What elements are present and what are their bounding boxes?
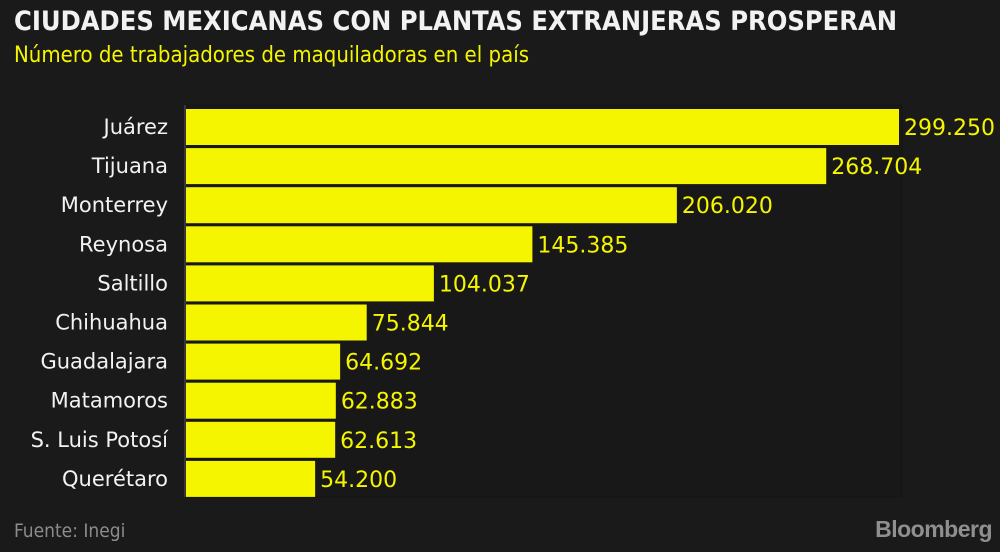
value-label: 62.613 [340,429,417,454]
category-label: Juárez [102,115,169,139]
category-label: Reynosa [79,232,168,256]
bar-0 [186,109,899,145]
chart-title: CIUDADES MEXICANAS CON PLANTAS EXTRANJER… [14,6,898,37]
value-label: 145.385 [537,233,628,258]
bar-5 [186,304,367,341]
bar-8 [186,421,336,458]
category-label: Chihuahua [55,311,168,335]
value-label: 104.037 [439,272,530,297]
value-label: 268.704 [831,155,922,180]
bar-6 [186,343,341,380]
value-label: 299.250 [904,116,995,141]
value-label: 64.692 [345,351,422,376]
bar-4 [186,265,434,302]
value-label: 62.883 [341,390,418,415]
value-label: 75.844 [372,312,449,337]
category-label: Saltillo [97,271,168,295]
bar-3 [186,226,533,263]
value-label: 54.200 [320,468,397,493]
category-label: Monterrey [61,193,168,217]
category-label: Tijuana [91,154,168,178]
bar-9 [186,460,316,497]
category-label: Matamoros [51,389,168,413]
category-label: Querétaro [62,467,168,491]
bloomberg-logo: Bloomberg [875,516,992,542]
bar-7 [186,382,336,419]
source-note: Fuente: Inegi [14,520,126,542]
bar-2 [186,187,677,224]
category-label: Guadalajara [40,350,168,374]
value-label: 206.020 [682,194,773,219]
bar-1 [186,148,827,185]
chart-subtitle: Número de trabajadores de maquiladoras e… [14,43,530,68]
category-label: S. Luis Potosí [31,428,170,452]
